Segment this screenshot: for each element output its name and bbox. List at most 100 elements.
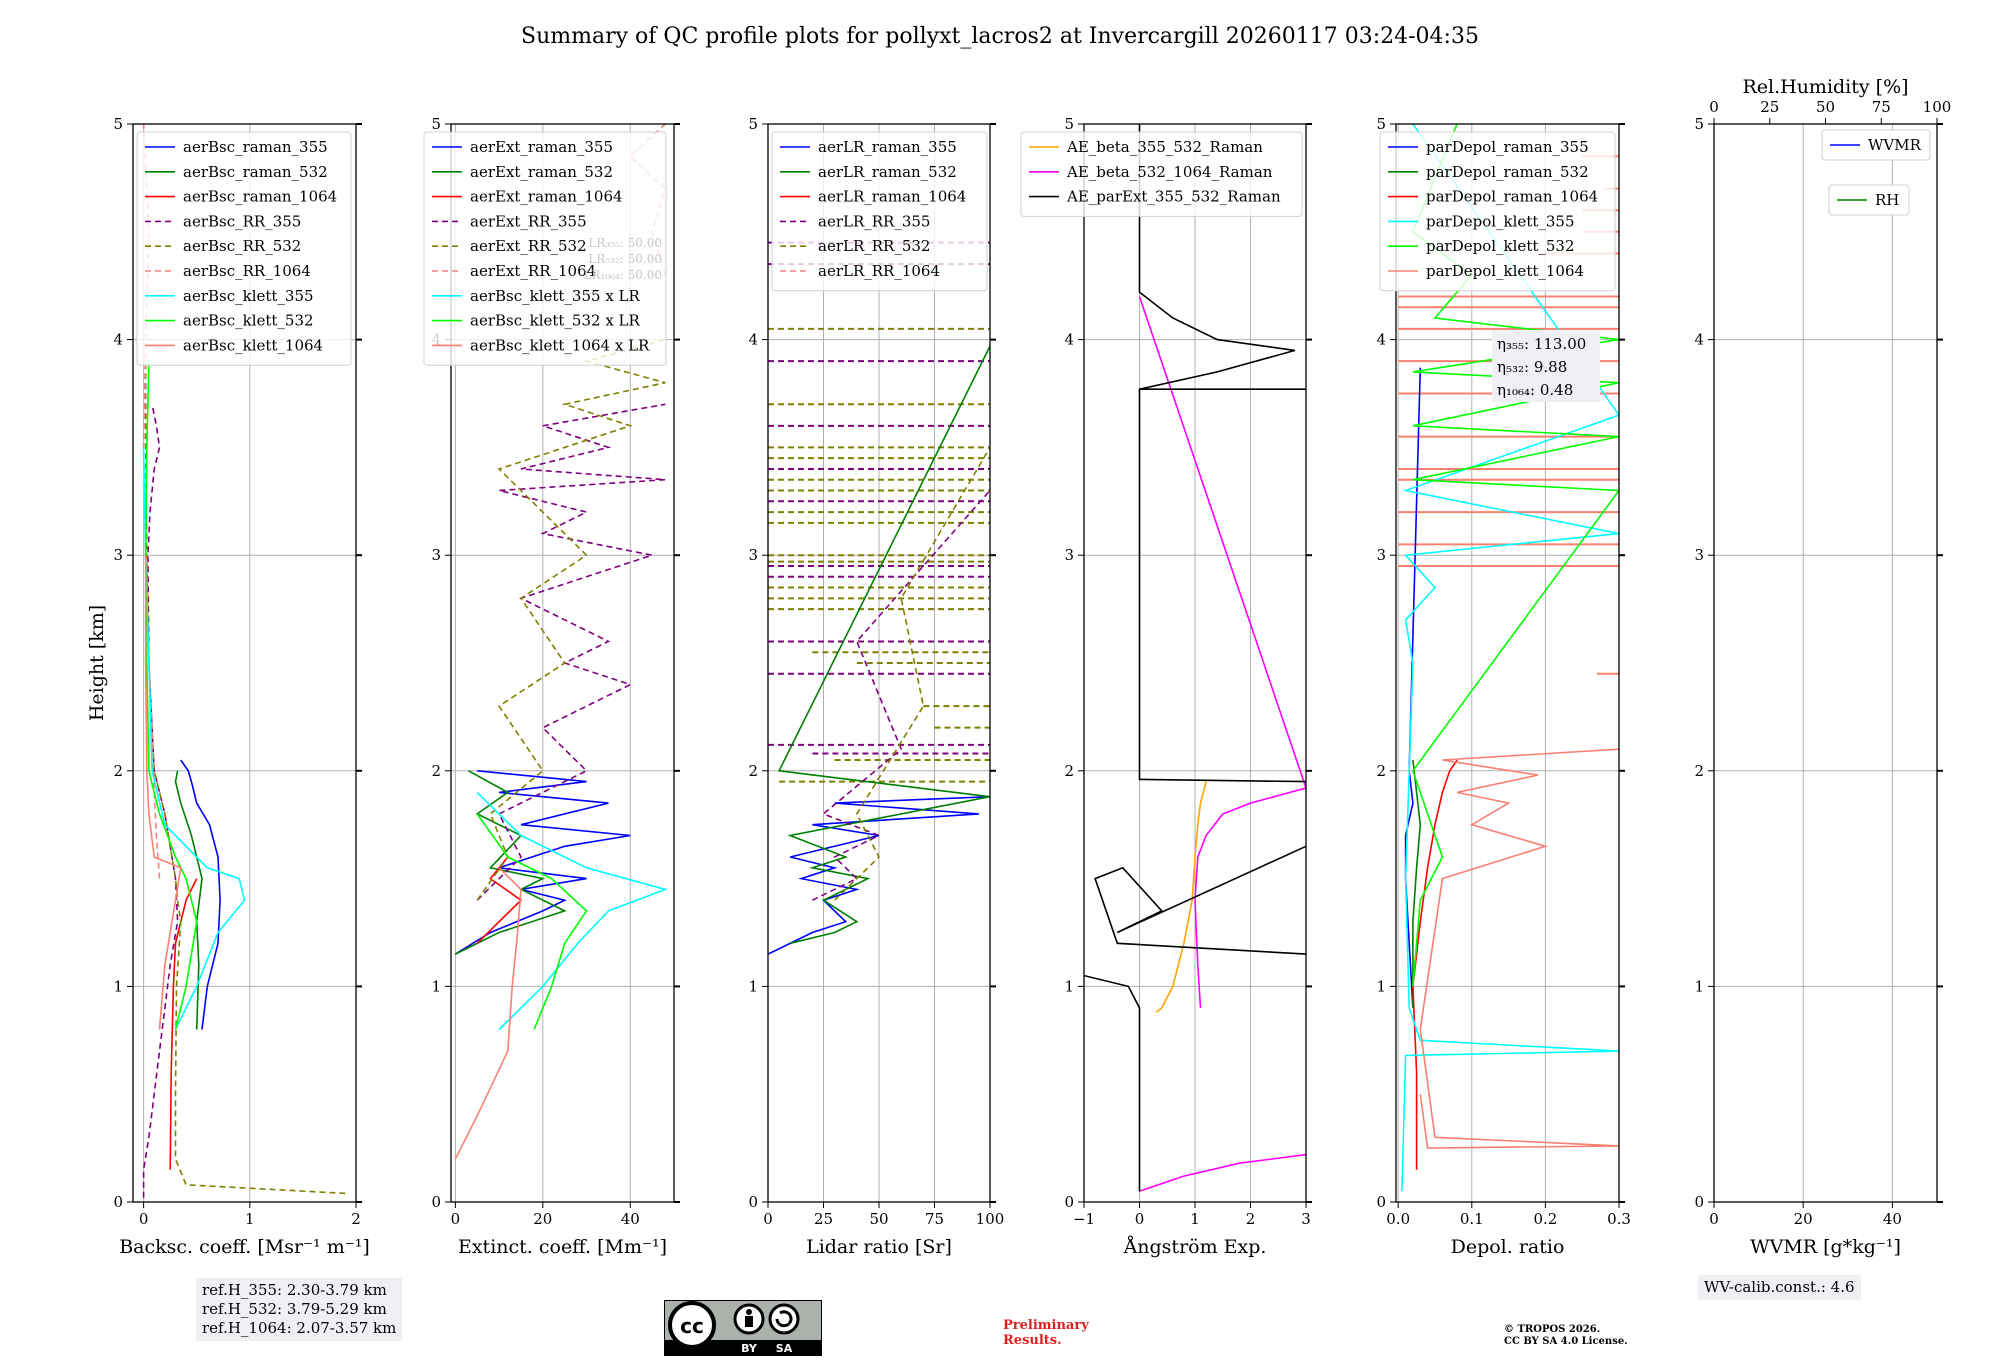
- eta-label: η₁₀₆₄: 0.48: [1497, 381, 1573, 399]
- series-line-aerExt_RR_532: [476, 338, 666, 901]
- x-tick-label: 0: [1135, 1210, 1145, 1228]
- panel-extinction: 02040012345Extinct. coeff. [Mm⁻¹]aerExt_…: [423, 115, 680, 1258]
- panel-depol: 0.0 0.1 0.2 0.3 0 1 2 3 4 5 Depol. ratio parDepol_r…: [1376, 115, 1630, 1258]
- axes-frame: [132, 123, 357, 1203]
- y-axis-label: Height [km]: [86, 605, 108, 721]
- plot-area: [454, 124, 668, 1160]
- legend-label: aerBsc_klett_532: [183, 312, 314, 330]
- wv-calib-box: WV-calib.const.: 4.6: [1698, 1275, 1861, 1300]
- series-line-aerBsc_klett_355: [142, 447, 246, 1030]
- y-tick-label: 1: [748, 977, 758, 995]
- eta-label: η₃₅₅: 113.00: [1497, 335, 1586, 353]
- panel-wvmr: 0 20 40 0 1 2 3 4 5 WVMR [g*kg⁻¹] 0 25 50 75 100 Rel.Hu…: [1694, 76, 1951, 1258]
- x-tick-label: 3: [1301, 1210, 1311, 1228]
- legend-label: parDepol_klett_532: [1426, 237, 1575, 255]
- top-x-tick-label: 0: [1709, 98, 1719, 116]
- axes-frame: [1395, 123, 1620, 1203]
- cc-icon: [668, 1301, 716, 1349]
- top-x-tick-label: 25: [1760, 98, 1779, 116]
- legend-label: aerLR_raman_355: [818, 138, 957, 156]
- x-tick-label: 0: [1709, 1210, 1719, 1228]
- legend-label: parDepol_raman_532: [1426, 163, 1589, 181]
- series-line-AE_beta_532_1064_Raman: [1139, 1153, 1306, 1192]
- legend-label: AE_beta_532_1064_Raman: [1066, 163, 1273, 181]
- panel-lidar_ratio: 0 25 50 75 100 0 1 2 3 4 5 Lidar ratio [Sr] aerLR_ra…: [748, 115, 1004, 1258]
- legend-label: AE_parExt_355_532_Raman: [1066, 188, 1281, 206]
- legend-box: [423, 131, 667, 366]
- series-line-aerBsc_klett_355 x LR: [476, 791, 668, 1031]
- y-tick-label: 4: [1064, 331, 1074, 349]
- legend-box: [136, 131, 352, 366]
- series-line-AE_beta_532_1064_Raman: [1138, 296, 1306, 1009]
- x-axis-label: Backsc. coeff. [Msr⁻¹ m⁻¹]: [119, 1236, 370, 1258]
- preliminary-line-1: Preliminary: [1003, 1318, 1089, 1333]
- legend-label: aerLR_raman_532: [818, 163, 957, 181]
- series-line-aerLR_RR_532: [834, 446, 990, 901]
- y-tick-label: 3: [1376, 546, 1386, 564]
- lidar-ratio-hint: LR₃₅₅: 50.00: [588, 236, 662, 250]
- series-line-AE_beta_355_532_Raman: [1155, 781, 1207, 1013]
- axes-frame: [450, 123, 675, 1203]
- y-tick-label: 4: [1694, 331, 1704, 349]
- x-tick-label: 1: [245, 1210, 255, 1228]
- x-tick-label: 0: [451, 1210, 461, 1228]
- panel-backscatter: 0 1 2 0 1 2 3 4 5 Backsc. coeff. [Msr⁻¹ m⁻¹] Heigh…: [86, 115, 370, 1258]
- y-tick-label: 3: [1064, 546, 1074, 564]
- y-tick-label: 1: [1694, 977, 1704, 995]
- y-tick-label: 2: [113, 762, 123, 780]
- cc-license-badge: cc BY SA: [664, 1300, 822, 1356]
- series-line-aerBsc_klett_532: [144, 361, 198, 1030]
- legend-label: parDepol_klett_1064: [1426, 262, 1584, 280]
- legend-label: aerExt_RR_355: [470, 212, 587, 230]
- y-tick-label: 3: [748, 546, 758, 564]
- copyright-line-2: CC BY SA 4.0 License.: [1504, 1336, 1628, 1347]
- y-tick-label: 5: [1694, 115, 1704, 133]
- legend-label: aerBsc_klett_532 x LR: [470, 312, 641, 330]
- y-tick-label: 2: [748, 762, 758, 780]
- y-tick-label: 4: [748, 331, 758, 349]
- series-line-AE_parExt_355_532_Raman: [1084, 124, 1306, 1192]
- legend-label: aerBsc_RR_532: [183, 237, 301, 255]
- y-tick-label: 0: [431, 1193, 441, 1211]
- legend-box: [1379, 131, 1616, 292]
- y-tick-label: 5: [1064, 115, 1074, 133]
- legend-box: [1020, 131, 1303, 217]
- legend-label: aerLR_RR_532: [818, 237, 930, 255]
- legend-label: parDepol_klett_355: [1426, 212, 1575, 230]
- y-tick-label: 3: [1694, 546, 1704, 564]
- legend-label: WVMR: [1868, 136, 1922, 154]
- y-tick-label: 2: [1694, 762, 1704, 780]
- top-x-tick-label: 100: [1923, 98, 1952, 116]
- eta-box: [1492, 330, 1600, 402]
- y-tick-label: 2: [431, 762, 441, 780]
- legend-label: aerLR_RR_1064: [818, 262, 940, 280]
- plot-area: [1084, 124, 1306, 1192]
- x-tick-label: 20: [533, 1210, 552, 1228]
- series-line-aerExt_raman_355: [454, 770, 631, 955]
- y-tick-label: 5: [748, 115, 758, 133]
- series-line-aerBsc_raman_1064: [169, 878, 198, 1170]
- lidar-ratio-hint: LR₁₀₆₄: 50.00: [584, 268, 662, 282]
- legend-box: [1828, 184, 1910, 216]
- legend-label: aerExt_raman_1064: [470, 188, 623, 206]
- series-line-aerBsc_raman_532: [174, 770, 203, 1030]
- legend-label: aerBsc_klett_355 x LR: [470, 287, 641, 305]
- x-tick-label: 0.1: [1460, 1210, 1484, 1228]
- y-tick-label: 3: [431, 546, 441, 564]
- copyright-line-1: © TROPOS 2026.: [1504, 1324, 1601, 1335]
- legend-box: [771, 131, 988, 292]
- cc-by-label: BY: [741, 1342, 758, 1355]
- y-tick-label: 0: [113, 1193, 123, 1211]
- top-axis-label: Rel.Humidity [%]: [1742, 76, 1908, 98]
- share-alike-icon: [768, 1303, 800, 1335]
- legend-label: aerBsc_raman_355: [183, 138, 328, 156]
- x-tick-label: −1: [1073, 1210, 1095, 1228]
- x-tick-label: 0: [763, 1210, 773, 1228]
- ref-h-532: ref.H_532: 3.79-5.29 km: [202, 1300, 387, 1318]
- series-line-aerBsc_klett_1064 x LR: [454, 867, 522, 1160]
- y-tick-label: 0: [748, 1193, 758, 1211]
- cc-sa-label: SA: [776, 1342, 793, 1355]
- series-line-aerExt_raman_532: [455, 770, 567, 955]
- x-tick-label: 2: [1246, 1210, 1256, 1228]
